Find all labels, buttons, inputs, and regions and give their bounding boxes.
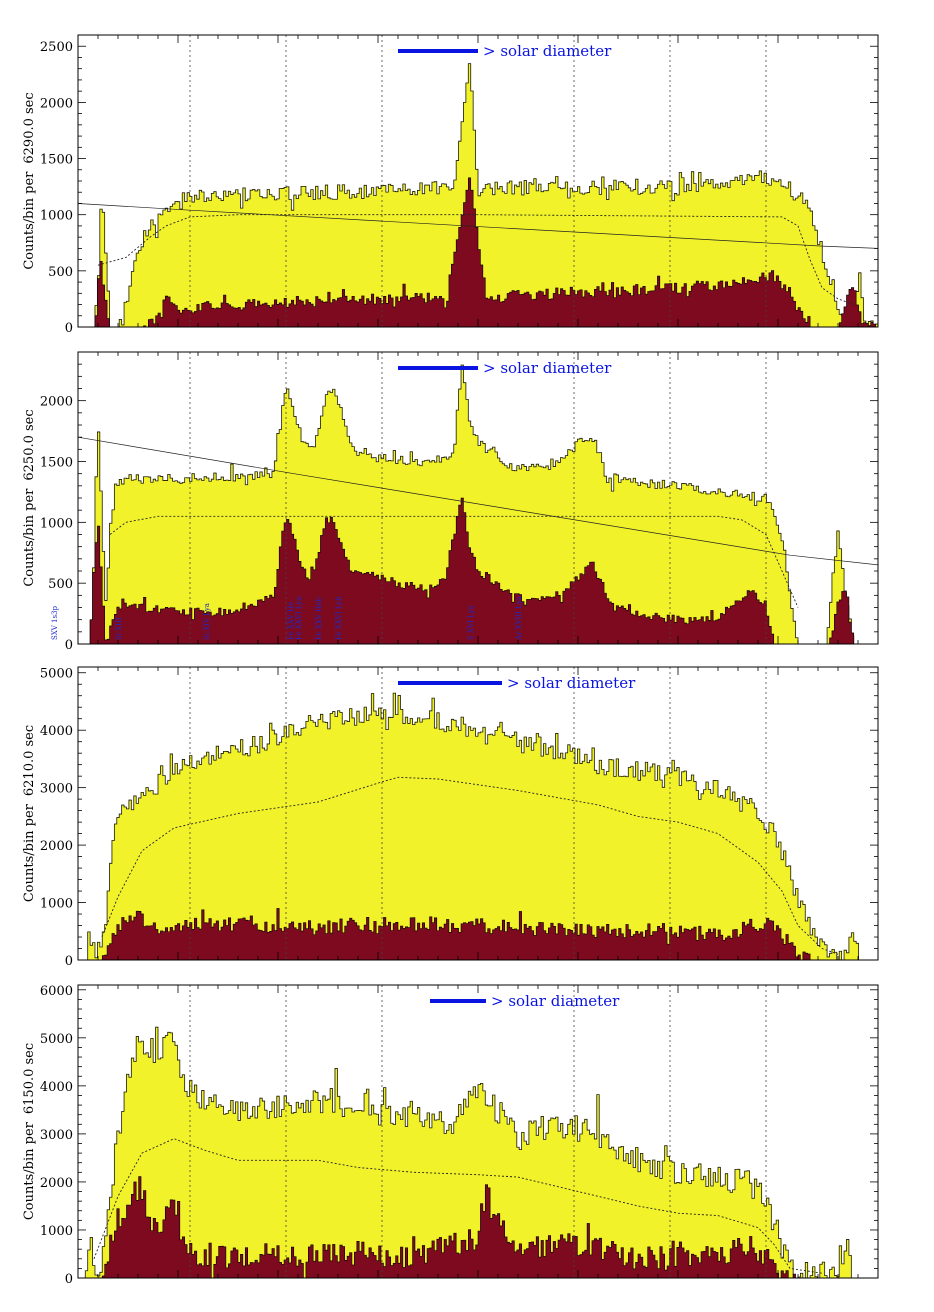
emission-line-label: Fe XXV He [287,602,295,640]
plot-area [78,985,878,1278]
y-tick-label: 0 [65,1272,73,1287]
model-curve [101,776,839,955]
spectrum-panel-4: 0 1000 2000 3000 4000 5000 6000 Counts/bin per 6… [22,984,879,1287]
emission-line-label: Si XIII [115,617,123,640]
exposure-label: 6150.0 sec [22,1043,37,1114]
spectrum-panel-2: 0 500 1000 1500 2000 Counts/bin per 6250.0 sec… [22,351,879,653]
y-tick-label: 6000 [40,984,73,999]
y-tick-label: 1000 [40,209,73,224]
emission-line-label: Fe XXVI Lyb [335,596,343,640]
emission-line-label: Ar XVIII Lya [515,596,523,641]
total-spectrum-histogram [78,692,878,960]
y-axis-title: Counts/bin per 6250.0 sec [22,409,37,586]
exposure-label: 6290.0 sec [22,92,37,163]
y-axis-label: Counts/bin per [22,1121,37,1220]
spectrum-panel-1: 0 500 1000 1500 2000 2500 Counts/bin per 6290.0… [22,34,879,336]
y-tick-label: 3000 [40,782,73,797]
y-tick-label: 4000 [40,724,73,739]
y-tick-label: 1000 [40,1224,73,1239]
total-spectrum-histogram [78,63,878,327]
y-axis-label: Counts/bin per [22,488,37,587]
exposure-label: 6210.0 sec [22,725,37,796]
emission-line-label: Fe XXV Heb [315,597,323,640]
y-tick-label: 0 [65,954,73,969]
y-tick-label: 4000 [40,1080,73,1095]
y-tick-label: 1500 [40,153,73,168]
y-tick-label: 500 [48,577,73,592]
model-curve [97,214,855,305]
solar-diameter-label: > solar diameter [483,42,612,60]
y-tick-label: 2000 [40,1176,73,1191]
emission-line-label: S XVI Lya [467,605,475,640]
y-tick-label: 5000 [40,667,73,682]
y-tick-label: 0 [65,321,73,336]
y-axis-label: Counts/bin per [22,803,37,902]
plot-area [78,35,878,327]
reference-line [78,203,878,249]
y-tick-label: 500 [48,265,73,280]
plot-area [78,352,878,644]
y-axis-title: Counts/bin per 6290.0 sec [22,92,37,269]
y-tick-label: 2000 [40,839,73,854]
solar-diameter-label: > solar diameter [483,359,612,377]
y-tick-label: 3000 [40,1128,73,1143]
y-tick-label: 2000 [40,395,73,410]
y-tick-label: 1000 [40,897,73,912]
model-curve [109,515,799,608]
emission-line-label: Si XIV Lya [203,603,211,640]
plot-area [78,667,878,960]
y-tick-label: 5000 [40,1032,73,1047]
y-tick-label: 1000 [40,516,73,531]
y-tick-label: 1500 [40,456,73,471]
emission-line-label: Fe XXVI Lya [295,596,303,640]
y-tick-label: 2500 [40,40,73,55]
y-axis-title: Counts/bin per 6150.0 sec [22,1043,37,1220]
spectrum-panel-3: 0 1000 2000 3000 4000 5000 Counts/bin per 6210.… [22,666,879,969]
background-spectrum-histogram [78,177,878,327]
reference-line [78,436,878,566]
y-tick-label: 0 [65,638,73,653]
exposure-label: 6250.0 sec [22,409,37,480]
y-axis-label: Counts/bin per [22,171,37,270]
y-tick-label: 2000 [40,96,73,111]
emission-line-label: SXV 1s3p [51,605,59,640]
background-spectrum-histogram [78,1176,878,1278]
solar-diameter-label: > solar diameter [491,992,620,1010]
solar-diameter-label: > solar diameter [507,674,636,692]
y-axis-title: Counts/bin per 6210.0 sec [22,725,37,902]
background-spectrum-histogram [78,497,878,644]
background-spectrum-histogram [78,908,878,960]
total-spectrum-histogram [78,1026,878,1278]
